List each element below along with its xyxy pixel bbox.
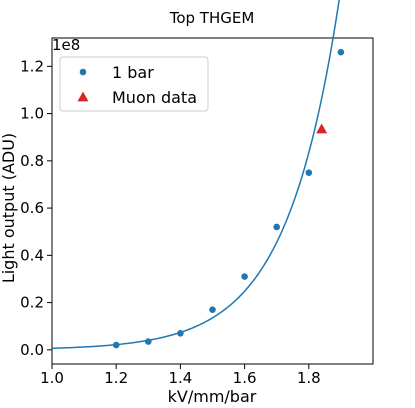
x-axis-label: kV/mm/bar [168, 387, 257, 406]
one-bar-point [241, 273, 248, 280]
one-bar-point [177, 329, 184, 337]
legend-label: 1 bar [112, 63, 154, 82]
plot-frame [51, 37, 374, 365]
y-tick-label: 0.4 [20, 246, 44, 264]
x-tick-label: 1.0 [40, 369, 64, 387]
y-multiplier: 1e8 [52, 36, 80, 54]
x-tick-label: 1.2 [104, 369, 128, 387]
chart-title: Top THGEM [169, 9, 255, 27]
y-tick-label: 1.2 [20, 57, 44, 75]
y-tick-label: 1.0 [20, 105, 44, 123]
legend-box [59, 56, 209, 112]
x-tick-label: 1.4 [168, 369, 192, 387]
x-tick-label: 1.6 [233, 369, 257, 387]
legend-label: Muon data [112, 88, 197, 107]
one-bar-point [305, 169, 313, 176]
one-bar-point [337, 48, 345, 56]
fit-curve [51, 0, 340, 350]
y-tick-label: 0.8 [20, 152, 44, 170]
one-bar-point [112, 341, 120, 349]
one-bar-point [209, 306, 216, 313]
one-bar-point [145, 338, 152, 345]
legend-marker-muon-data [77, 91, 89, 102]
y-tick-label: 0.2 [20, 294, 44, 312]
muon-data-point [316, 123, 328, 134]
legend-marker-one-bar [79, 68, 87, 76]
y-axis-label: Light output (ADU) [0, 133, 18, 283]
x-tick-label: 1.8 [297, 369, 321, 387]
y-tick-label: 0.0 [20, 341, 44, 359]
one-bar-point [273, 223, 281, 231]
plot-area: 1.0 1.2 1.4 1.6 1.8 0.0 0.2 0.4 0.6 0.8 1.0 1.2 1 ba… [20, 0, 374, 387]
y-tick-label: 0.6 [20, 199, 44, 217]
